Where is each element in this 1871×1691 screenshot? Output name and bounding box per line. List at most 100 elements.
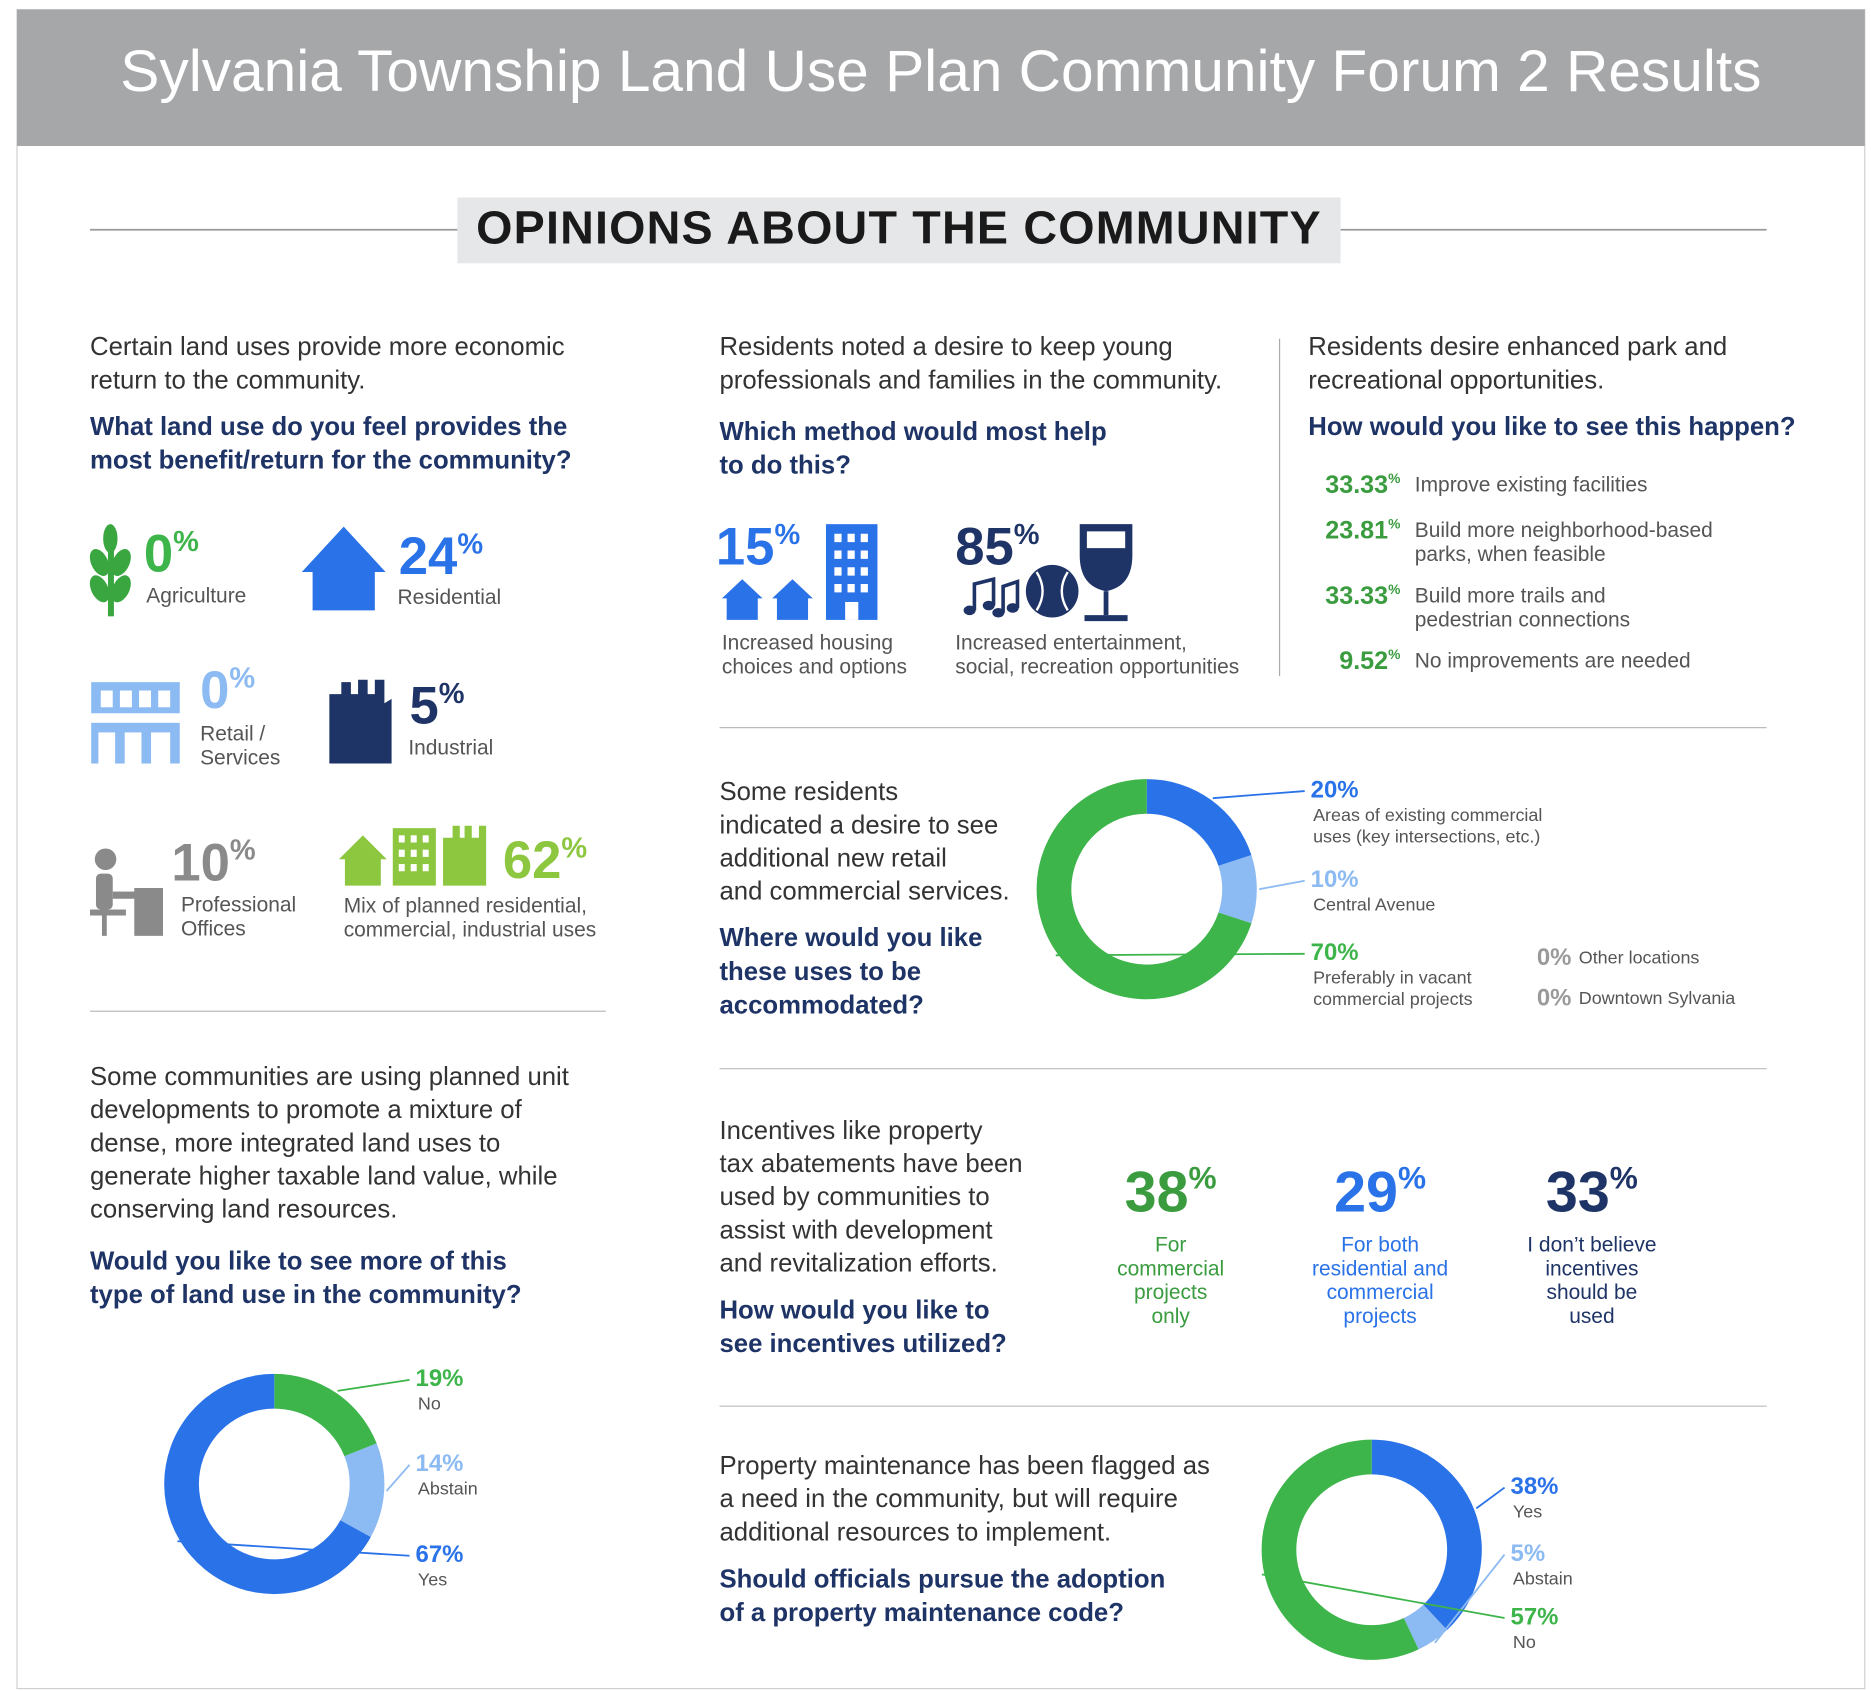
percent-value: 9.52 <box>1339 646 1388 674</box>
category-label: Abstain <box>418 1479 478 1499</box>
percent: 38% <box>1125 1160 1217 1225</box>
category-label: uses (key intersections, etc.) <box>1313 826 1540 846</box>
item-label: No improvements are needed <box>1415 649 1691 672</box>
percent-value: 24 <box>399 527 458 586</box>
question: How would you like to <box>719 1296 989 1324</box>
question: Should officials pursue the adoption <box>719 1566 1165 1594</box>
percent-unit: % <box>1014 518 1040 550</box>
item-label: should be <box>1547 1281 1638 1304</box>
item-label: commercial <box>1327 1281 1434 1304</box>
percent-value: 0 <box>200 661 229 720</box>
percent: 0% <box>144 525 199 584</box>
item-label: Offices <box>181 917 246 940</box>
header-band <box>16 9 1865 147</box>
intro-text: additional new retail <box>719 845 946 873</box>
leader-line <box>177 1540 410 1557</box>
leader-line <box>1212 790 1305 800</box>
value-label: 20% <box>1311 776 1359 803</box>
leader-line <box>385 1464 411 1492</box>
percent-value: 85 <box>955 517 1014 576</box>
icon-industrial <box>329 679 392 764</box>
percent: 33.33% <box>1325 469 1400 498</box>
category-label: Abstain <box>1513 1568 1573 1588</box>
intro-text: Some communities are using planned unit <box>90 1063 569 1091</box>
percent: 10% <box>171 833 255 892</box>
icon-housing <box>721 524 878 620</box>
question: see incentives utilized? <box>719 1330 1006 1358</box>
percent-value: 33.33 <box>1325 471 1388 499</box>
percent-value: 23.81 <box>1325 516 1388 544</box>
item-label: Build more neighborhood-based <box>1415 519 1713 542</box>
intro-text: developments to promote a mixture of <box>90 1096 523 1124</box>
section-title-box <box>457 197 1341 264</box>
item-label: social, recreation opportunities <box>955 655 1239 678</box>
percent: 29% <box>1334 1160 1426 1225</box>
donut-segment <box>1218 855 1257 924</box>
percent-value: 38 <box>1125 1161 1189 1225</box>
question: Which method would most help <box>719 418 1106 446</box>
item-label: Services <box>200 746 280 769</box>
donut-segment <box>1146 779 1252 866</box>
icon-professional <box>90 848 164 936</box>
intro-text: Some residents <box>719 778 898 806</box>
leader-line <box>1261 1573 1505 1619</box>
category-label: No <box>418 1394 441 1414</box>
intro-text: Certain land uses provide more economic <box>90 333 565 361</box>
icon-agriculture <box>89 524 131 617</box>
intro-text: conserving land resources. <box>90 1196 397 1224</box>
item-label: Retail / <box>200 722 265 745</box>
donut-segment <box>1371 1439 1482 1631</box>
leader-line <box>1259 879 1305 891</box>
percent-unit: % <box>1388 581 1400 597</box>
percent-unit: % <box>457 528 483 560</box>
intro-text: dense, more integrated land uses to <box>90 1129 500 1157</box>
item-label: commercial <box>1117 1257 1224 1280</box>
question: What land use do you feel provides the <box>90 413 567 441</box>
donut-segment <box>340 1443 385 1538</box>
item-label: residential and <box>1312 1257 1448 1280</box>
item-label: used <box>1569 1305 1614 1328</box>
intro-text: Residents noted a desire to keep young <box>719 333 1172 361</box>
item-label: projects <box>1343 1305 1416 1328</box>
icon-mix <box>338 825 487 886</box>
intro-text: Incentives like property <box>719 1117 982 1145</box>
item-label: Increased entertainment, <box>955 631 1187 654</box>
percent: 24% <box>399 527 483 586</box>
percent: 33% <box>1546 1160 1638 1225</box>
question: these uses to be <box>719 958 921 986</box>
category-label: Other locations <box>1579 947 1700 967</box>
percent-value: 33.33 <box>1325 582 1388 610</box>
intro-text: used by communities to <box>719 1183 989 1211</box>
percent-unit: % <box>1398 1160 1426 1196</box>
value-label: 0% <box>1537 985 1572 1012</box>
percent-unit: % <box>1388 469 1400 485</box>
item-label: Build more trails and <box>1415 585 1606 608</box>
page-title: Sylvania Township Land Use Plan Communit… <box>120 39 1761 104</box>
intro-text: tax abatements have been <box>719 1150 1022 1178</box>
icon-residential <box>301 526 386 611</box>
question: Where would you like <box>719 924 982 952</box>
item-label: Agriculture <box>146 585 246 608</box>
value-label: 38% <box>1511 1473 1559 1500</box>
question: accommodated? <box>719 991 923 1019</box>
question: to do this? <box>719 452 850 480</box>
item-label: For both <box>1341 1233 1419 1256</box>
percent-unit: % <box>1610 1160 1638 1196</box>
item-label: commercial, industrial uses <box>344 919 597 942</box>
value-label: 70% <box>1311 939 1359 966</box>
item-label: For <box>1155 1233 1186 1256</box>
item-label: parks, when feasible <box>1415 543 1606 566</box>
percent-value: 29 <box>1334 1161 1398 1225</box>
item-label: Residential <box>398 586 502 609</box>
category-label: Yes <box>1513 1501 1542 1521</box>
item-label: choices and options <box>722 655 907 678</box>
category-label: Areas of existing commercial <box>1313 805 1542 825</box>
donut-segment <box>1261 1439 1419 1660</box>
category-label: Yes <box>418 1570 447 1590</box>
item-label: Increased housing <box>722 631 893 654</box>
percent-unit: % <box>1388 645 1400 661</box>
donut-segment <box>164 1373 371 1595</box>
percent-value: 33 <box>1546 1161 1610 1225</box>
item-label: projects <box>1134 1281 1207 1304</box>
